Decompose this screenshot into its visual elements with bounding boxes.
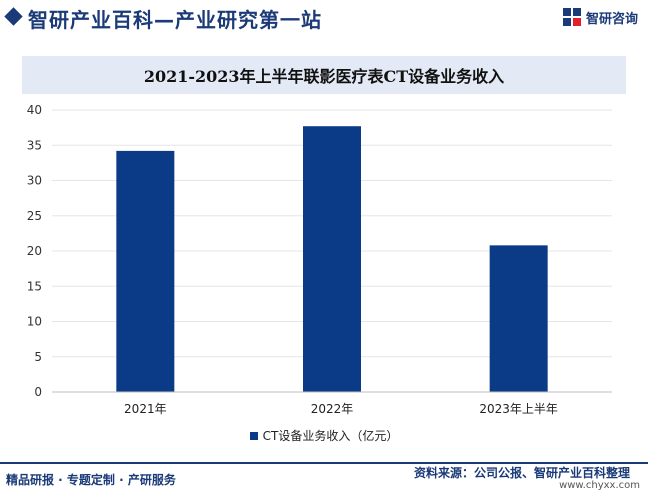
- legend-label: CT设备业务收入（亿元）: [262, 429, 399, 443]
- bars: [116, 126, 548, 392]
- x-tick-label: 2023年上半年: [479, 402, 558, 416]
- y-tick-label: 25: [27, 209, 42, 223]
- bar: [116, 150, 175, 392]
- legend-swatch: [249, 431, 258, 440]
- top-bar: 智研产业百科—产业研究第一站 智研咨询: [0, 0, 648, 38]
- x-tick-label: 2022年: [311, 402, 354, 416]
- legend: CT设备业务收入（亿元）: [0, 427, 648, 444]
- y-tick-label: 10: [27, 315, 42, 329]
- y-tick-label: 35: [27, 138, 42, 152]
- y-tick-label: 15: [27, 279, 42, 293]
- y-tick-label: 20: [27, 244, 42, 258]
- footer-url: www.chyxx.com: [559, 480, 640, 491]
- chart-title-band: 2021-2023年上半年联影医疗表CT设备业务收入: [22, 56, 626, 94]
- site-title: 智研产业百科—产业研究第一站: [28, 8, 322, 32]
- bar: [489, 245, 548, 392]
- chart-title: 2021-2023年上半年联影医疗表CT设备业务收入: [143, 67, 505, 86]
- y-tick-label: 30: [27, 174, 42, 188]
- footer-source: 资料来源：公司公报、智研产业百科整理: [413, 466, 630, 480]
- y-axis-ticks: 0 5 10 15 20 25 30 35 40: [27, 103, 42, 399]
- y-tick-label: 5: [34, 350, 42, 364]
- x-axis-ticks: 2021年 2022年 2023年上半年: [124, 402, 558, 416]
- bar: [303, 126, 361, 392]
- x-tick-label: 2021年: [124, 402, 167, 416]
- footer-services: 精品研报 · 专题定制 · 产研服务: [6, 473, 176, 487]
- brand-name: 智研咨询: [585, 11, 638, 27]
- y-tick-label: 40: [27, 103, 42, 117]
- footer: 精品研报 · 专题定制 · 产研服务 资料来源：公司公报、智研产业百科整理 ww…: [0, 462, 648, 494]
- y-tick-label: 0: [34, 385, 42, 399]
- brand[interactable]: 智研咨询: [562, 7, 638, 27]
- zhiyan-logo-icon: [562, 8, 581, 26]
